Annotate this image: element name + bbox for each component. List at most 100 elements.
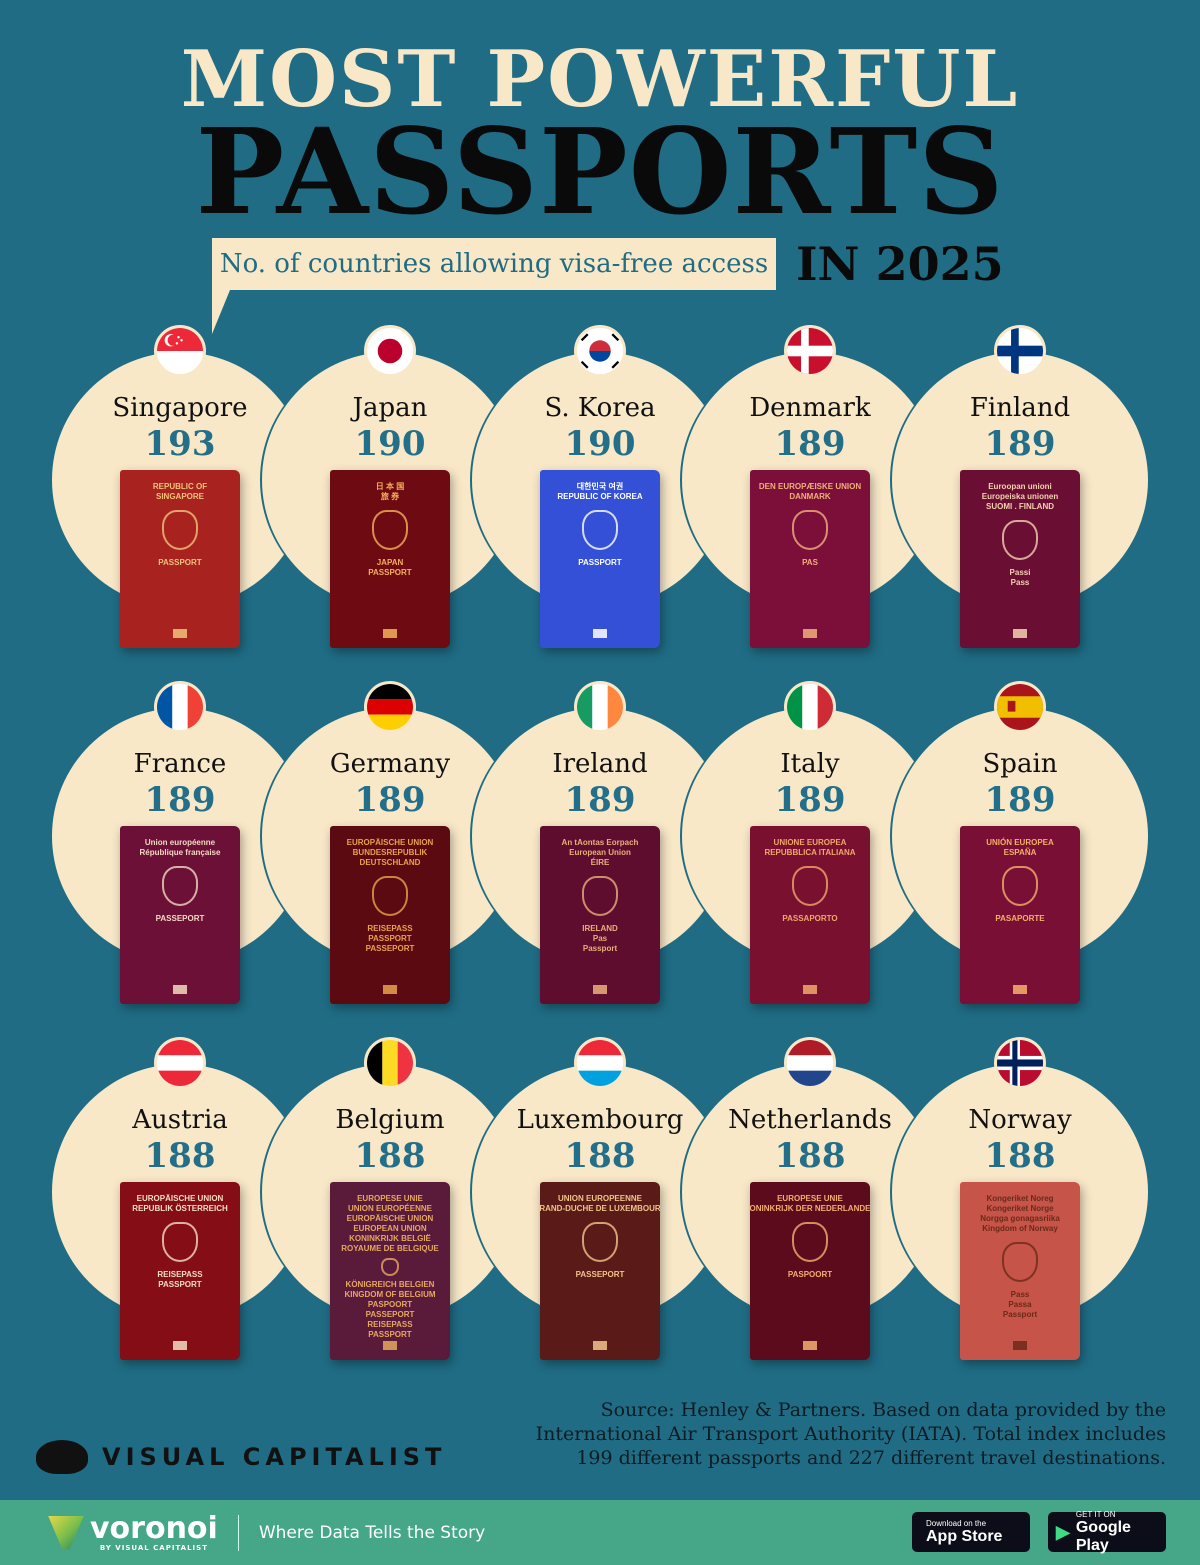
coat-of-arms-icon xyxy=(582,876,618,916)
passport-cover: REPUBLIC OF SINGAPORE PASSPORT xyxy=(120,470,240,648)
passport-text: REPUBLIC OF KOREA xyxy=(557,492,643,501)
passport-cover: UNIONE EUROPEA REPUBBLICA ITALIANA PASSAPO… xyxy=(750,826,870,1004)
country-name: France xyxy=(133,749,227,779)
passport-text: PASSEPORT xyxy=(155,914,205,923)
country-name: Austria xyxy=(132,1105,228,1135)
country-card: Denmark 189 DEN EUROPÆISKE UNION DANMARK P… xyxy=(682,325,938,648)
biometric-chip-icon xyxy=(803,1341,817,1350)
passport-text: KINGDOM OF BELGIUM xyxy=(344,1290,436,1299)
visa-free-count: 193 xyxy=(144,424,216,464)
passport-text: KÖNIGREICH BELGIEN xyxy=(345,1280,435,1289)
country-card: France 189 Union européenne République fr… xyxy=(52,681,308,1004)
biometric-chip-icon xyxy=(173,629,187,638)
country-name: Netherlands xyxy=(728,1105,892,1135)
biometric-chip-icon xyxy=(1013,629,1027,638)
country-card: Luxembourg 188 UNION EUROPEENNEGRAND-DUC… xyxy=(472,1037,728,1360)
tagline: Where Data Tells the Story xyxy=(258,1522,486,1543)
passport-text: 旅 券 xyxy=(380,492,400,501)
country-name: S. Korea xyxy=(544,393,656,423)
passport-cover: UNIÓN EUROPEA ESPAÑA PASAPORTE xyxy=(960,826,1080,1004)
passport-text: PASSEPORT xyxy=(365,944,415,953)
passport-text: PASSEPORT xyxy=(365,1310,415,1319)
passport-text: 日 本 国 xyxy=(375,482,405,491)
flag-icon xyxy=(154,325,206,377)
country-name: Singapore xyxy=(112,393,248,423)
passport-cover: EUROPÄISCHE UNION BUNDESREPUBLIK DEUTSCHLA… xyxy=(330,826,450,1004)
biometric-chip-icon xyxy=(173,1341,187,1350)
flag-icon xyxy=(154,1037,206,1089)
coat-of-arms-icon xyxy=(582,510,618,550)
coat-of-arms-icon xyxy=(381,1258,399,1276)
visa-free-count: 189 xyxy=(984,424,1056,464)
country-name: Japan xyxy=(352,393,428,423)
passport-text: UNION EUROPEENNE xyxy=(557,1194,642,1203)
voronoi-logo[interactable]: voronoi BY VISUAL CAPITALIST xyxy=(48,1513,218,1552)
visa-free-count: 188 xyxy=(144,1136,216,1176)
passport-text: EUROPÄISCHE UNION xyxy=(346,838,434,847)
coat-of-arms-icon xyxy=(792,1222,828,1262)
biometric-chip-icon xyxy=(383,985,397,994)
passport-text: Pas xyxy=(592,934,608,943)
passport-text: PASSPORT xyxy=(368,934,412,943)
passport-text: Europeiska unionen xyxy=(981,492,1059,501)
year-label: IN 2025 xyxy=(796,237,1004,291)
visa-free-count: 189 xyxy=(984,780,1056,820)
country-card: Norway 188 Kongeriket Noreg Kongeriket No… xyxy=(892,1037,1148,1360)
visa-free-count: 189 xyxy=(354,780,426,820)
flag-icon xyxy=(784,1037,836,1089)
visa-free-count: 189 xyxy=(564,780,636,820)
visa-free-count: 188 xyxy=(564,1136,636,1176)
passport-text: UNION EUROPÉENNE xyxy=(347,1204,432,1213)
google-play-button[interactable]: ▶ GET IT ON Google Play xyxy=(1048,1510,1166,1554)
divider xyxy=(237,1514,239,1551)
visa-free-count: 190 xyxy=(354,424,426,464)
passport-text: EUROPEAN UNION xyxy=(353,1224,427,1233)
source-note: Source: Henley & Partners. Based on data… xyxy=(535,1399,1166,1469)
country-card: Spain 189 UNIÓN EUROPEA ESPAÑA PASAPORTE xyxy=(892,681,1148,1004)
country-name: Denmark xyxy=(749,393,871,423)
flag-icon xyxy=(994,681,1046,733)
country-card: Austria 188 EUROPÄISCHE UNION REPUBLIK ÖS… xyxy=(52,1037,308,1360)
passport-text: SINGAPORE xyxy=(155,492,204,501)
passport-text: JAPAN xyxy=(376,558,404,567)
passport-text: PASPOORT xyxy=(787,1270,833,1279)
passport-text: Kingdom of Norway xyxy=(982,1224,1058,1233)
passport-text: UNIONE EUROPEA xyxy=(773,838,847,847)
passport-text: DANMARK xyxy=(789,492,831,501)
passport-text: ROYAUME DE BELGIQUE xyxy=(341,1244,439,1253)
passport-text: Euroopan unioni xyxy=(988,482,1052,491)
visa-free-count: 189 xyxy=(774,424,846,464)
coat-of-arms-icon xyxy=(1002,1242,1038,1282)
passport-text: Passport xyxy=(1002,1310,1038,1319)
app-store-label: App Store xyxy=(926,1527,1003,1545)
flag-icon xyxy=(364,325,416,377)
passport-text: PASPOORT xyxy=(367,1300,413,1309)
passport-text: REISEPASS xyxy=(157,1270,203,1279)
passport-text: European Union xyxy=(569,848,631,857)
coat-of-arms-icon xyxy=(1002,520,1038,560)
passport-text: Union européenne xyxy=(144,838,216,847)
visual-capitalist-brand: VISUAL CAPITALIST xyxy=(36,1440,446,1474)
passport-text: BUNDESREPUBLIK xyxy=(352,848,428,857)
title-line-2: PASSPORTS xyxy=(195,102,1005,241)
passport-text: Passi xyxy=(1009,568,1031,577)
passport-text: SUOMI . FINLAND xyxy=(986,502,1054,511)
country-name: Belgium xyxy=(335,1105,445,1135)
biometric-chip-icon xyxy=(1013,985,1027,994)
passport-text: ESPAÑA xyxy=(1003,848,1037,857)
passport-text: Kongeriket Noreg xyxy=(986,1194,1054,1203)
passport-text: REPUBBLICA ITALIANA xyxy=(764,848,856,857)
passport-text: PASSPORT xyxy=(158,1280,202,1289)
biometric-chip-icon xyxy=(383,1341,397,1350)
flag-icon xyxy=(994,1037,1046,1089)
app-store-button[interactable]: Download on the App Store xyxy=(912,1512,1030,1552)
passport-text: REISEPASS xyxy=(367,924,413,933)
coat-of-arms-icon xyxy=(162,866,198,906)
passport-text: PASSEPORT xyxy=(575,1270,625,1279)
biometric-chip-icon xyxy=(173,985,187,994)
passport-text: REPUBLIK ÖSTERREICH xyxy=(132,1204,228,1213)
flag-icon xyxy=(784,681,836,733)
flag-icon xyxy=(994,325,1046,377)
flag-icon xyxy=(574,1037,626,1089)
passport-text: EUROPÄISCHE UNION xyxy=(136,1194,224,1203)
